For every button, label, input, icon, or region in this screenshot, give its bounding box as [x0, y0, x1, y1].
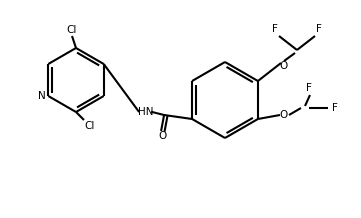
- Text: F: F: [316, 24, 322, 34]
- Text: Cl: Cl: [85, 121, 95, 131]
- Text: N: N: [38, 91, 46, 101]
- Text: F: F: [272, 24, 278, 34]
- Text: O: O: [158, 131, 166, 141]
- Text: HN: HN: [138, 107, 154, 117]
- Text: Cl: Cl: [67, 25, 77, 35]
- Text: O: O: [280, 110, 288, 120]
- Text: F: F: [332, 103, 338, 113]
- Text: F: F: [306, 83, 312, 93]
- Text: O: O: [280, 61, 288, 71]
